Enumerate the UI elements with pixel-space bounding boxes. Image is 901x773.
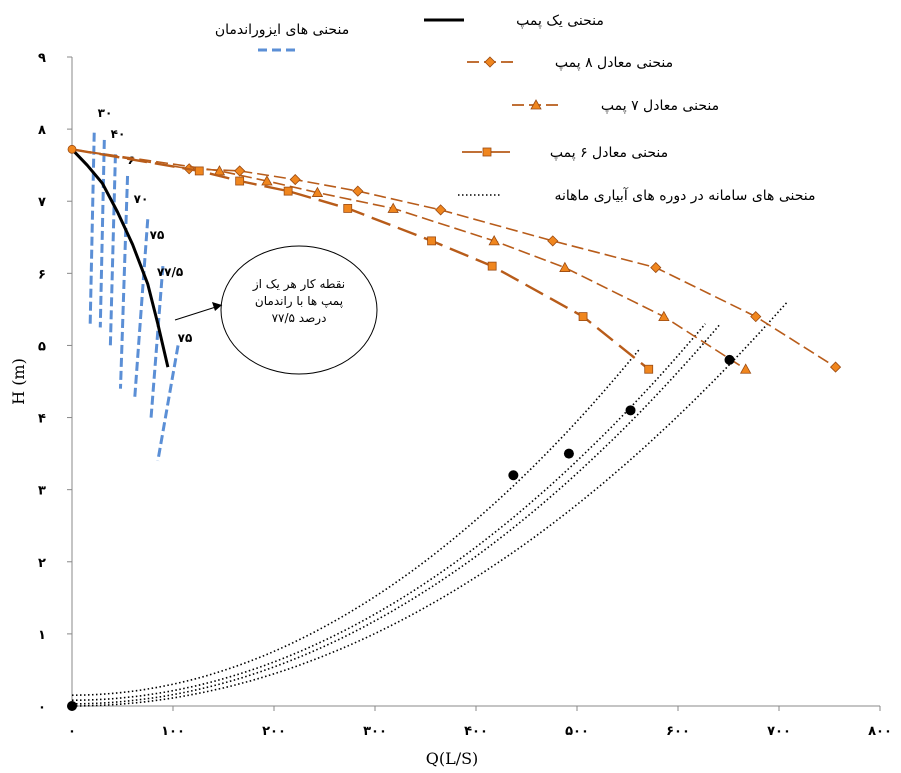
legend-label-series-3: منحنی معادل ۷ پمپ (601, 98, 719, 114)
isoefficiency-label-5: ۷۵ (150, 228, 165, 242)
annotation-arrow-head (212, 302, 222, 311)
series-4-point (578, 312, 588, 322)
legend-label-series-4: منحنی معادل ۶ پمپ (550, 145, 668, 161)
annotation-text: پمپ ها با راندمان (255, 294, 343, 309)
series-2-point (352, 185, 364, 197)
x-axis-title: Q(L/S) (426, 749, 479, 768)
legend-label-series-2: منحنی معادل ۸ پمپ (555, 55, 673, 71)
series-4-point (283, 186, 293, 196)
y-axis-title: H (m) (9, 358, 28, 405)
isoefficiency-label-7: ۷۵ (178, 331, 193, 345)
legend-marker-series-4 (482, 147, 492, 157)
legend-label-isoefficiency: منحنی های ایزوراندمان (215, 22, 349, 38)
series-2-point (650, 261, 662, 274)
legend: منحنی های ایزوراندمان منحنی یک پمپ منحنی م… (215, 13, 816, 204)
x-tick-label: ۴۰۰ (464, 724, 488, 739)
system-curve-2 (72, 323, 706, 701)
series-4-point (427, 236, 436, 246)
series-2-point (435, 204, 447, 216)
isoefficiency-label-6: ۷۷/۵ (157, 265, 183, 279)
isoefficiency-line-7 (156, 345, 180, 462)
series-2-point (829, 361, 842, 373)
series-4-point (487, 261, 497, 271)
series-4-point (194, 166, 204, 176)
series-4-point (343, 204, 353, 213)
series-2-point (750, 311, 762, 323)
legend-label-series-1: منحنی یک پمپ (516, 13, 604, 29)
y-tick-label: ۹ (38, 51, 46, 66)
shutoff-point (67, 144, 77, 154)
operating-point-4 (625, 405, 636, 416)
x-tick-label: ۱۰۰ (161, 724, 185, 739)
series-3-point (311, 186, 324, 197)
annotation-text: ۷۷/۵ درصد (272, 311, 327, 326)
legend-marker-series-3 (530, 99, 542, 110)
y-tick-label: ۶ (38, 267, 46, 282)
y-tick-label: ۰ (38, 700, 46, 715)
operating-points (67, 354, 735, 711)
series-3-point (739, 363, 752, 374)
isoefficiency-line-1 (88, 132, 96, 324)
isoefficiency-label-1: ۳۰ (98, 106, 113, 120)
isoefficiency-line-5 (133, 219, 150, 400)
series-line-3 (71, 148, 747, 370)
operating-point-3 (563, 448, 574, 459)
y-tick-label: ۸ (38, 123, 46, 138)
operating-point-1 (67, 701, 77, 711)
annotation-ellipse (220, 245, 378, 375)
x-tick-label: ۸۰۰ (868, 724, 892, 739)
isoefficiency-label-4: ۷۰ (134, 192, 149, 206)
isoefficiency-line-2 (98, 139, 106, 328)
legend-marker-series-2 (484, 56, 496, 68)
y-tick-label: ۲ (38, 556, 46, 571)
annotation: نقطه کار هر یک از پمپ ها با راندمان ۷۷/۵ د… (174, 245, 378, 375)
series-2-point (289, 174, 301, 186)
series-3-point (658, 310, 670, 322)
series-3-point (559, 261, 571, 272)
series-4-point (644, 364, 654, 374)
system-curve-1 (71, 348, 641, 696)
operating-point-5 (724, 354, 735, 365)
x-tick-label: ۷۰۰ (767, 724, 791, 739)
isoefficiency-label-2: ۴۰ (111, 127, 126, 141)
system-curve-4 (71, 301, 788, 707)
isoefficiency-line-3 (108, 154, 117, 346)
y-tick-label: ۳ (38, 484, 46, 499)
pump-series (67, 144, 842, 374)
x-tick-label: ۰ (68, 724, 76, 739)
series-2-point (547, 235, 559, 247)
x-tick-label: ۲۰۰ (262, 724, 286, 739)
operating-point-2 (508, 470, 519, 481)
system-curve-3 (72, 323, 722, 705)
y-tick-label: ۱ (38, 628, 46, 643)
y-tick-label: ۴ (38, 412, 46, 427)
axes: ۰ ۱۰۰ ۲۰۰ ۳۰۰ ۴۰۰ ۵۰۰ ۶۰۰ ۷۰۰ ۸۰۰ ۰ ۱ ۲ ۳ ۴ ۵ ۶ ۷ ۸ ۹ Q(L/S… (9, 51, 892, 768)
y-tick-label: ۵ (38, 339, 46, 354)
series-3-point (387, 202, 399, 213)
series-2-point (234, 165, 246, 177)
series-3-point (488, 235, 500, 246)
series-3-point (261, 175, 273, 186)
series-4-point (235, 176, 245, 186)
y-tick-label: ۷ (38, 195, 46, 210)
series-line-1 (70, 148, 170, 368)
system-curves (71, 301, 788, 707)
legend-label-system: منحنی های سامانه در دوره های آبیاری ماها… (554, 187, 815, 204)
x-tick-label: ۵۰۰ (565, 724, 589, 739)
x-tick-label: ۶۰۰ (666, 724, 690, 739)
x-tick-label: ۳۰۰ (363, 724, 387, 739)
isoefficiency-line-4 (118, 175, 130, 389)
annotation-text: نقطه کار هر یک از (252, 277, 345, 292)
